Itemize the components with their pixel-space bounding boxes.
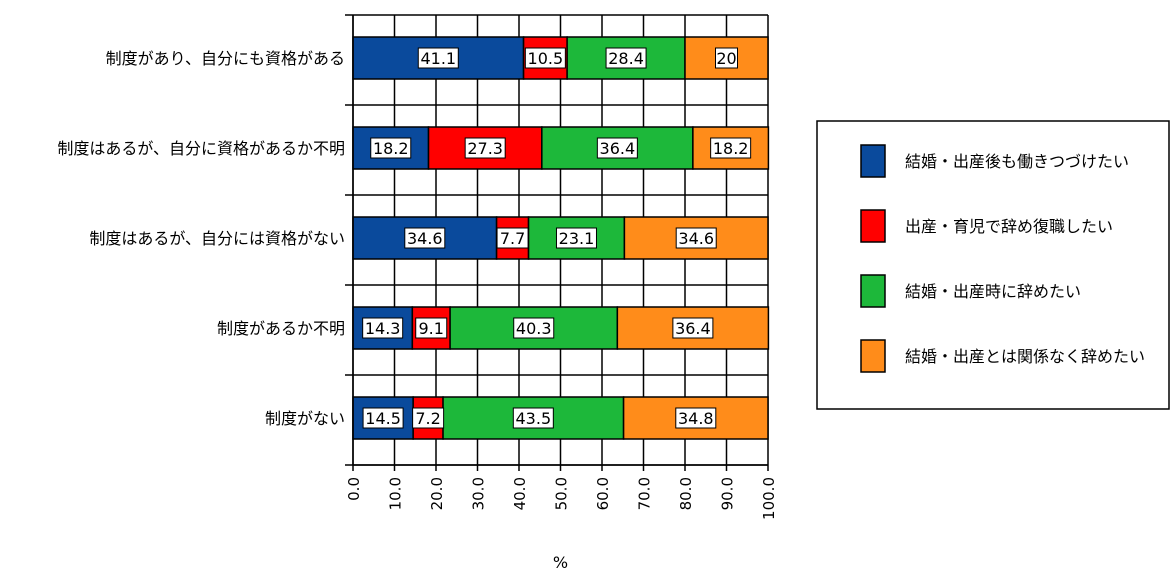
x-axis-title: % — [553, 553, 568, 572]
data-label: 7.7 — [500, 229, 525, 248]
data-label-box — [464, 137, 506, 159]
data-label: 43.5 — [516, 409, 552, 428]
category-label: 制度があり、自分にも資格がある — [106, 49, 345, 68]
data-label-box — [710, 137, 752, 159]
data-label: 14.3 — [365, 319, 401, 338]
data-label: 36.4 — [600, 139, 636, 158]
data-label-box — [524, 47, 566, 69]
category-label: 制度はあるが、自分に資格があるか不明 — [57, 139, 345, 158]
category-label: 制度がない — [265, 409, 345, 428]
data-label: 34.6 — [678, 229, 714, 248]
x-tick-label: 80.0 — [677, 477, 695, 510]
data-label-box — [555, 227, 597, 249]
x-tick-label: 30.0 — [470, 477, 488, 510]
label-layer: 41.1 10.5 28.4 20 18.2 27.3 36.4 18.2 34.6 7.7 23.… — [362, 47, 752, 429]
data-label-box — [605, 47, 647, 69]
data-label-box — [362, 317, 404, 339]
data-label: 28.4 — [608, 49, 644, 68]
data-label: 36.4 — [675, 319, 711, 338]
legend-label: 結婚・出産後も働きつづけたい — [905, 152, 1129, 171]
data-label: 34.6 — [407, 229, 443, 248]
legend-swatch — [860, 274, 886, 308]
x-tick-label: 10.0 — [387, 477, 405, 510]
legend-swatch — [860, 144, 886, 178]
data-label-box — [715, 47, 738, 69]
data-label-box — [675, 407, 717, 429]
axis-layer: 制度があり、自分にも資格がある制度はあるが、自分に資格があるか不明制度はあるが、… — [57, 14, 778, 572]
legend-swatch — [860, 209, 886, 243]
x-tick-label: 90.0 — [719, 477, 737, 510]
legend-label: 出産・育児で辞め復職したい — [905, 217, 1113, 236]
data-label-box — [362, 407, 404, 429]
data-label: 27.3 — [467, 139, 503, 158]
legend-label: 結婚・出産時に辞めたい — [905, 282, 1081, 301]
data-label: 20 — [716, 49, 736, 68]
data-label: 9.1 — [419, 319, 444, 338]
x-tick-label: 0.0 — [345, 477, 363, 501]
data-label-box — [412, 407, 445, 429]
data-label-box — [675, 227, 717, 249]
data-label: 41.1 — [420, 49, 456, 68]
data-label-box — [417, 47, 459, 69]
x-tick-label: 70.0 — [636, 477, 654, 510]
data-label-box — [415, 317, 448, 339]
x-tick-label: 50.0 — [553, 477, 571, 510]
x-tick-label: 100.0 — [760, 477, 778, 520]
data-label: 10.5 — [528, 49, 564, 68]
x-tick-label: 40.0 — [511, 477, 529, 510]
data-label-box — [496, 227, 529, 249]
data-label: 34.8 — [678, 409, 714, 428]
x-tick-label: 60.0 — [594, 477, 612, 510]
data-label-box — [404, 227, 446, 249]
data-label: 14.5 — [365, 409, 401, 428]
data-label: 18.2 — [373, 139, 409, 158]
category-label: 制度があるか不明 — [217, 319, 345, 338]
legend: 結婚・出産後も働きつづけたい出産・育児で辞め復職したい結婚・出産時に辞めたい結婚… — [816, 120, 1170, 410]
data-label-box — [370, 137, 412, 159]
legend-swatch — [860, 339, 886, 373]
x-tick-label: 20.0 — [428, 477, 446, 510]
data-label-box — [513, 317, 555, 339]
category-label: 制度はあるが、自分には資格がない — [89, 229, 345, 248]
legend-label: 結婚・出産とは関係なく辞めたい — [905, 347, 1145, 366]
data-label: 18.2 — [713, 139, 749, 158]
data-label-box — [596, 137, 638, 159]
data-label-box — [512, 407, 554, 429]
data-label-box — [672, 317, 714, 339]
data-label: 7.2 — [415, 409, 440, 428]
data-label: 40.3 — [516, 319, 552, 338]
data-label: 23.1 — [559, 229, 595, 248]
